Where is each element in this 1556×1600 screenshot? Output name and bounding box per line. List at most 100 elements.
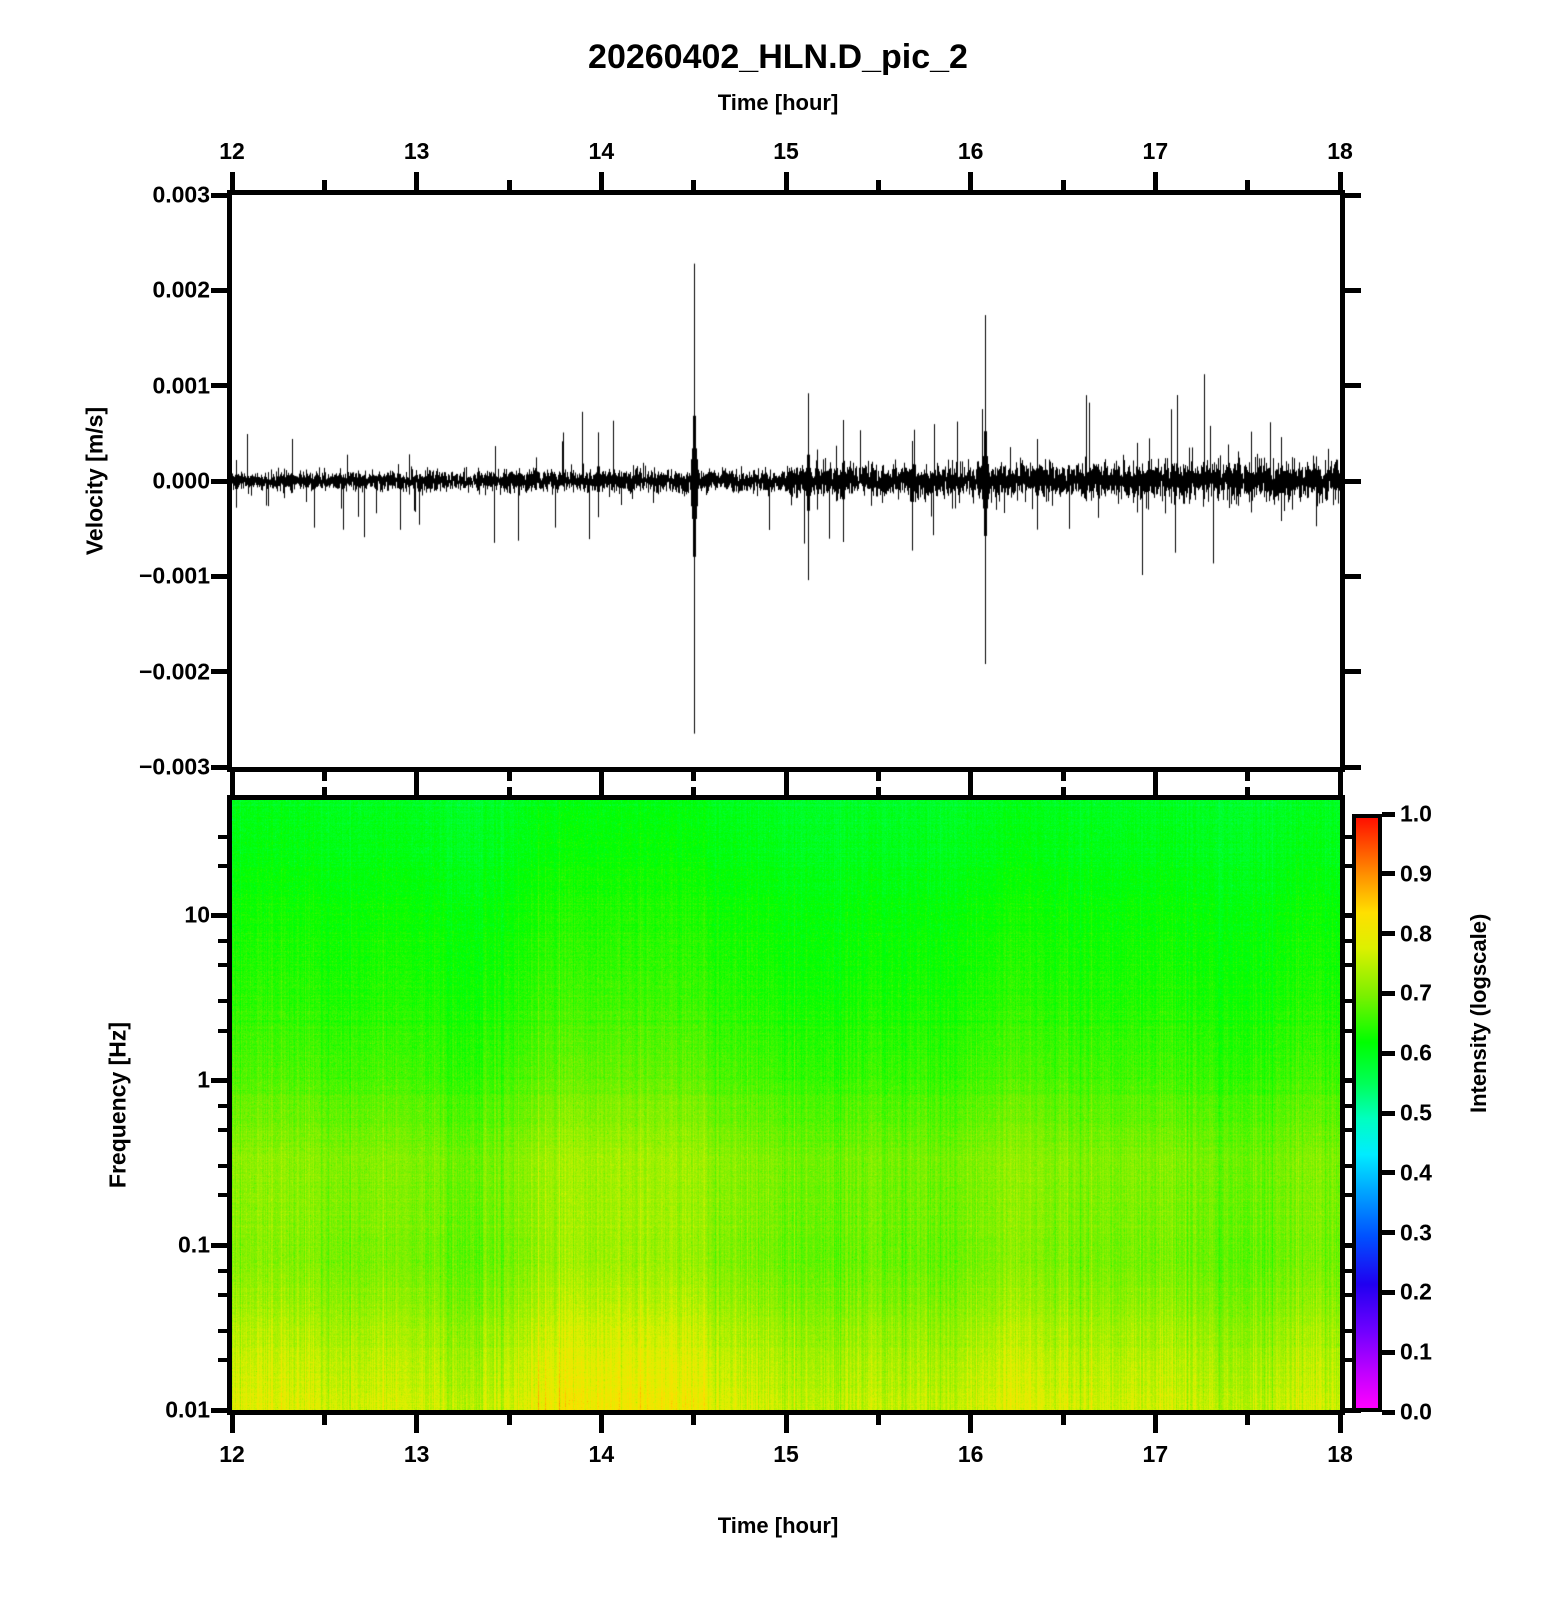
colorbar-tick-label: 0.6	[1400, 1039, 1432, 1066]
tick-mark	[211, 287, 227, 293]
colorbar-tick-label: 0.5	[1400, 1099, 1432, 1126]
tick-mark	[1060, 1415, 1066, 1425]
tick-mark	[211, 1242, 227, 1248]
tick-mark	[218, 1268, 227, 1273]
tick-mark	[1345, 1127, 1354, 1132]
tick-mark	[1152, 172, 1158, 190]
tick-mark	[218, 1292, 227, 1297]
tick-mark	[218, 1127, 227, 1132]
tick-mark	[875, 787, 881, 795]
colorbar-tick	[1382, 1349, 1395, 1355]
tick-mark	[598, 772, 604, 788]
tick-mark	[211, 573, 227, 579]
tick-mark	[691, 1415, 697, 1425]
tick-mark	[598, 1415, 604, 1433]
tick-mark	[218, 938, 227, 943]
tick-mark	[1345, 192, 1361, 198]
colorbar-tick-label: 0.3	[1400, 1219, 1432, 1246]
xtick-label-bottom: 16	[957, 1441, 984, 1467]
tick-mark	[414, 772, 420, 788]
colorbar-tick	[1382, 871, 1395, 877]
colorbar-tick-label: 0.7	[1400, 979, 1432, 1006]
xtick-label-bottom: 15	[773, 1441, 799, 1467]
colorbar-tick	[1382, 811, 1395, 817]
tick-mark	[211, 1077, 227, 1083]
tick-mark	[1345, 938, 1354, 943]
tick-mark	[1245, 772, 1251, 781]
bottom-axis-label: Time [hour]	[717, 1513, 839, 1538]
tick-mark	[1337, 172, 1343, 190]
spectrogram-panel	[227, 795, 1345, 1415]
tick-mark	[211, 478, 227, 484]
tick-mark	[506, 787, 512, 795]
colorbar-tick-label: 0.1	[1400, 1338, 1432, 1365]
xtick-label-bottom: 17	[1142, 1441, 1169, 1467]
tick-mark	[1060, 787, 1066, 795]
top-axis-label: Time [hour]	[717, 90, 839, 115]
tick-mark	[691, 180, 697, 190]
ytick-label-velocity: 0.003	[152, 181, 210, 208]
xtick-label-top: 15	[773, 138, 799, 164]
xtick-label-bottom: 13	[403, 1441, 430, 1467]
colorbar-tick-label: 1.0	[1400, 800, 1432, 827]
tick-mark	[1345, 1164, 1354, 1169]
colorbar-tick	[1382, 1170, 1395, 1176]
colorbar-tick-label: 0.2	[1400, 1278, 1432, 1305]
tick-mark	[211, 764, 227, 770]
tick-mark	[211, 192, 227, 198]
page-title: 20260402_HLN.D_pic_2	[588, 38, 968, 76]
tick-mark	[1345, 573, 1361, 579]
tick-mark	[218, 962, 227, 967]
tick-mark	[506, 1415, 512, 1425]
ytick-label-velocity: 0.001	[152, 372, 210, 399]
tick-mark	[783, 772, 789, 788]
tick-mark	[414, 781, 420, 795]
tick-mark	[1345, 1292, 1354, 1297]
xtick-label-top: 16	[957, 138, 984, 164]
ytick-label-velocity: 0.002	[152, 276, 210, 303]
seismogram-panel	[227, 190, 1345, 772]
ytick-label-velocity: 0.000	[152, 467, 210, 494]
tick-mark	[229, 772, 235, 788]
colorbar-tick-label: 0.8	[1400, 920, 1432, 947]
ytick-label-frequency: 1	[197, 1066, 210, 1093]
tick-mark	[1345, 1358, 1354, 1363]
tick-mark	[783, 172, 789, 190]
tick-mark	[1337, 772, 1343, 788]
tick-mark	[1345, 1329, 1354, 1334]
ytick-label-frequency: 10	[184, 901, 210, 928]
tick-mark	[1337, 781, 1343, 795]
tick-mark	[1345, 764, 1361, 770]
colorbar	[1352, 814, 1382, 1412]
colorbar-tick	[1382, 990, 1395, 996]
tick-mark	[321, 772, 327, 781]
tick-mark	[1245, 180, 1251, 190]
tick-mark	[1152, 1415, 1158, 1433]
colorbar-tick-label: 0.9	[1400, 860, 1432, 887]
tick-mark	[968, 772, 974, 788]
xtick-label-top: 17	[1142, 138, 1169, 164]
tick-mark	[691, 772, 697, 781]
tick-mark	[414, 1415, 420, 1433]
seismogram-canvas	[232, 195, 1340, 767]
xtick-label-top: 12	[219, 138, 245, 164]
tick-mark	[218, 1193, 227, 1198]
tick-mark	[1345, 1028, 1354, 1033]
tick-mark	[1345, 999, 1354, 1004]
colorbar-tick	[1382, 1230, 1395, 1236]
colorbar-tick-label: 0.4	[1400, 1159, 1432, 1186]
tick-mark	[968, 1415, 974, 1433]
colorbar-title: Intensity (logscale)	[1466, 913, 1491, 1113]
colorbar-tick	[1382, 931, 1395, 937]
tick-mark	[1060, 180, 1066, 190]
tick-mark	[1345, 962, 1354, 967]
tick-mark	[783, 781, 789, 795]
tick-mark	[1345, 1103, 1354, 1108]
tick-mark	[968, 781, 974, 795]
tick-mark	[1060, 772, 1066, 781]
tick-mark	[1345, 287, 1361, 293]
colorbar-tick-label: 0.0	[1400, 1398, 1432, 1425]
ytick-label-velocity: −0.001	[139, 562, 210, 589]
tick-mark	[1245, 1415, 1251, 1425]
colorbar-tick	[1382, 1110, 1395, 1116]
